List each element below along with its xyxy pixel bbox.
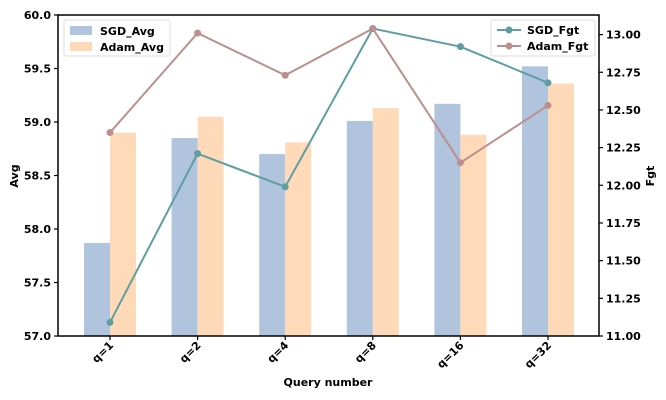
point-Adam_Fgt-q=8 [369, 25, 377, 33]
legend-label: SGD_Fgt [527, 24, 579, 37]
bar-Adam_Avg-q=8 [372, 108, 399, 336]
legend-label: Adam_Avg [100, 41, 164, 54]
left-tick-label: 57.5 [24, 277, 51, 290]
bar-SGD_Avg-q=1 [84, 242, 110, 336]
line-SGD_Fgt [109, 27, 549, 323]
left-axis-label: Avg [8, 164, 21, 187]
bar-Adam_Avg-q=4 [285, 142, 312, 336]
legend-fgt: SGD_Fgt Adam_Fgt [490, 19, 596, 57]
bar-SGD_Avg-q=16 [434, 103, 461, 336]
bar-Adam_Avg-q=16 [460, 134, 487, 336]
right-tick-label: 11.50 [606, 255, 641, 268]
legend-label: Adam_Fgt [527, 40, 588, 53]
x-tick-label: q=32 [522, 339, 554, 371]
right-tick-label: 13.00 [606, 29, 641, 42]
point-SGD_Fgt-q=4 [281, 183, 289, 191]
point-SGD_Fgt-q=32 [544, 79, 552, 87]
right-tick-label: 12.00 [606, 179, 641, 192]
point-Adam_Fgt-q=32 [544, 101, 552, 109]
point-SGD_Fgt-q=1 [106, 318, 114, 326]
line-Adam_Fgt [109, 27, 549, 165]
point-Adam_Fgt-q=4 [281, 71, 289, 79]
left-tick-label: 60.0 [24, 9, 51, 22]
legend-swatch-Adam_Avg [70, 42, 92, 51]
right-tick-label: 12.50 [606, 104, 641, 117]
point-SGD_Fgt-q=16 [456, 43, 464, 51]
bar-SGD_Avg-q=2 [171, 138, 198, 336]
bar-SGD_Avg-q=8 [346, 120, 373, 337]
left-tick-label: 58.5 [24, 170, 51, 183]
legend-swatch-SGD_Avg [70, 26, 92, 35]
right-tick-label: 12.75 [606, 66, 641, 79]
right-tick-label: 11.00 [606, 330, 641, 343]
legend-marker [505, 42, 513, 50]
x-tick-label: q=8 [352, 339, 379, 366]
right-tick-label: 12.25 [606, 142, 641, 155]
x-tick-label: q=16 [434, 339, 466, 371]
point-SGD_Fgt-q=2 [194, 150, 202, 158]
legend-avg: SGD_Avg Adam_Avg [63, 19, 171, 57]
left-tick-label: 59.0 [24, 116, 51, 129]
right-tick-label: 11.75 [606, 217, 641, 230]
bar-SGD_Avg-q=32 [522, 66, 548, 337]
legend-marker [505, 26, 513, 34]
point-Adam_Fgt-q=2 [194, 29, 202, 37]
bar-Adam_Avg-q=1 [110, 132, 136, 336]
legend-label: SGD_Avg [100, 25, 155, 38]
x-tick-label: q=4 [265, 339, 292, 366]
left-tick-label: 57.0 [24, 330, 51, 343]
point-Adam_Fgt-q=16 [456, 159, 464, 167]
right-axis-label: Fgt [644, 166, 657, 187]
x-axis-label: Query number [284, 376, 374, 389]
left-tick-label: 59.5 [24, 63, 51, 76]
right-tick-label: 11.25 [606, 292, 641, 305]
x-tick-label: q=1 [89, 339, 116, 366]
x-tick-label: q=2 [177, 339, 204, 366]
point-Adam_Fgt-q=1 [106, 129, 114, 137]
bar-Adam_Avg-q=2 [197, 116, 224, 337]
plot-frame [57, 14, 600, 337]
left-tick-label: 58.0 [24, 223, 51, 236]
bar-Adam_Avg-q=32 [548, 83, 574, 336]
